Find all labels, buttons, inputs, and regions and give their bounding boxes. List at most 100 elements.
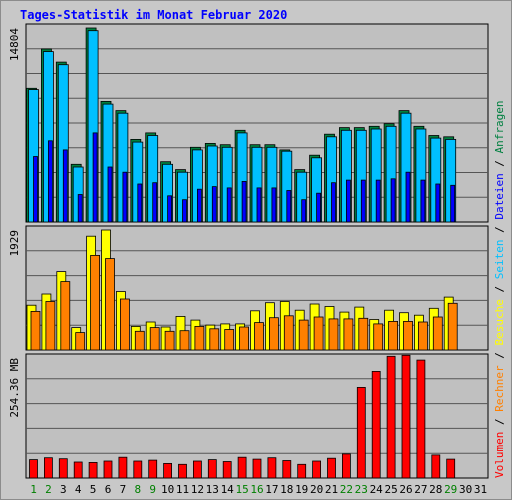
x-tick-label: 19: [295, 483, 308, 496]
bar-rechner-day-15: [239, 326, 250, 351]
bar-volumen-day-29: [446, 458, 456, 479]
x-tick-label: 7: [120, 483, 127, 496]
x-tick-label: 14: [221, 483, 235, 496]
bar-dateien-day-28: [435, 183, 441, 223]
bar-rechner-day-21: [328, 318, 339, 351]
x-tick-label: 29: [444, 483, 457, 496]
bar-dateien-day-23: [360, 179, 366, 223]
legend-separator: /: [493, 219, 506, 240]
bar-volumen-day-2: [44, 457, 53, 479]
bar-volumen-day-17: [267, 457, 277, 479]
legend-entry-volumen: Volumen: [493, 431, 506, 478]
x-tick-label: 24: [370, 483, 384, 496]
x-tick-label: 10: [161, 483, 174, 496]
bar-rechner-day-14: [224, 329, 235, 351]
bar-rechner-day-18: [283, 315, 294, 351]
bar-rechner-day-13: [209, 328, 220, 351]
bar-dateien-day-21: [331, 182, 336, 223]
x-tick-label: 18: [280, 483, 293, 496]
bar-dateien-day-20: [316, 192, 322, 223]
legend-entry-besuche: Besuche: [493, 299, 506, 346]
legend-separator: /: [493, 411, 506, 432]
bar-dateien-day-9: [152, 182, 158, 223]
x-tick-label: 15: [235, 483, 248, 496]
bar-volumen-day-25: [386, 355, 396, 479]
bar-rechner-day-12: [194, 325, 205, 351]
bar-dateien-day-13: [211, 186, 217, 223]
bar-volumen-day-3: [58, 458, 68, 479]
bar-dateien-day-29: [450, 184, 456, 223]
bar-dateien-day-22: [345, 179, 351, 223]
x-tick-label: 6: [105, 483, 112, 496]
bar-volumen-day-15: [237, 456, 247, 479]
bar-dateien-day-15: [241, 180, 247, 223]
bar-volumen-day-4: [73, 461, 83, 479]
bar-volumen-day-12: [192, 460, 202, 479]
bar-rechner-day-4: [75, 332, 86, 351]
bar-rechner-day-5: [90, 254, 100, 351]
bar-rechner-day-7: [120, 298, 130, 351]
x-tick-label: 26: [399, 483, 412, 496]
x-tick-label: 28: [429, 483, 442, 496]
bar-rechner-day-3: [60, 281, 71, 351]
bar-rechner-day-28: [432, 316, 443, 351]
bar-volumen-day-24: [371, 370, 381, 479]
legend-entry-anfragen: Anfragen: [493, 100, 506, 154]
bar-volumen-day-1: [29, 459, 38, 479]
bar-rechner-day-20: [313, 316, 324, 351]
bar-volumen-day-5: [88, 461, 98, 479]
legend-entry-dateien: Dateien: [493, 173, 506, 220]
x-tick-label: 20: [310, 483, 323, 496]
x-tick-label: 3: [60, 483, 67, 496]
bar-rechner-day-2: [45, 301, 56, 351]
bar-rechner-day-10: [164, 330, 175, 351]
bar-dateien-day-7: [122, 171, 128, 223]
bar-rechner-day-6: [105, 258, 115, 351]
legend-separator: /: [493, 279, 506, 300]
y-max-label: 1929: [8, 230, 21, 257]
bar-dateien-day-16: [256, 187, 262, 223]
bar-dateien-day-25: [390, 178, 396, 223]
chart-title: Tages-Statistik im Monat Februar 2020: [20, 8, 288, 22]
bar-dateien-day-12: [196, 188, 202, 223]
x-tick-label: 9: [149, 483, 156, 496]
x-tick-label: 12: [191, 483, 204, 496]
bar-rechner-day-11: [179, 330, 190, 351]
bar-rechner-day-29: [447, 302, 458, 351]
bar-dateien-day-10: [167, 195, 173, 223]
bar-rechner-day-27: [417, 321, 428, 351]
bar-dateien-day-19: [301, 199, 307, 223]
legend-separator: /: [493, 345, 506, 366]
bar-rechner-day-26: [403, 320, 413, 351]
bar-volumen-day-26: [401, 354, 411, 479]
bar-volumen-day-19: [297, 463, 307, 479]
bar-volumen-day-23: [356, 386, 366, 479]
bar-rechner-day-16: [254, 322, 264, 351]
y-max-label: 254.36 MB: [8, 358, 21, 418]
x-tick-label: 22: [340, 483, 353, 496]
x-tick-label: 1: [30, 483, 37, 496]
bar-dateien-day-24: [375, 179, 381, 223]
x-tick-label: 5: [90, 483, 97, 496]
bar-volumen-day-18: [282, 460, 292, 479]
bar-volumen-day-21: [327, 457, 336, 479]
bar-volumen-day-13: [207, 459, 217, 479]
bar-volumen-day-6: [103, 460, 113, 479]
bar-volumen-day-9: [148, 459, 158, 479]
bar-dateien-day-5: [92, 132, 98, 223]
bar-volumen-day-16: [252, 458, 262, 479]
x-tick-label: 2: [45, 483, 52, 496]
bar-rechner-day-8: [134, 330, 145, 351]
y-max-label: 14804: [8, 28, 21, 61]
bar-volumen-day-27: [416, 359, 426, 479]
bar-volumen-day-7: [118, 456, 128, 479]
x-tick-label: 13: [206, 483, 219, 496]
bar-dateien-day-11: [182, 199, 187, 223]
bar-volumen-day-8: [133, 460, 143, 479]
bar-rechner-day-17: [268, 317, 279, 351]
x-tick-label: 25: [384, 483, 397, 496]
bar-dateien-day-6: [107, 166, 113, 223]
bar-rechner-day-22: [343, 318, 354, 351]
bar-volumen-day-14: [222, 461, 232, 479]
